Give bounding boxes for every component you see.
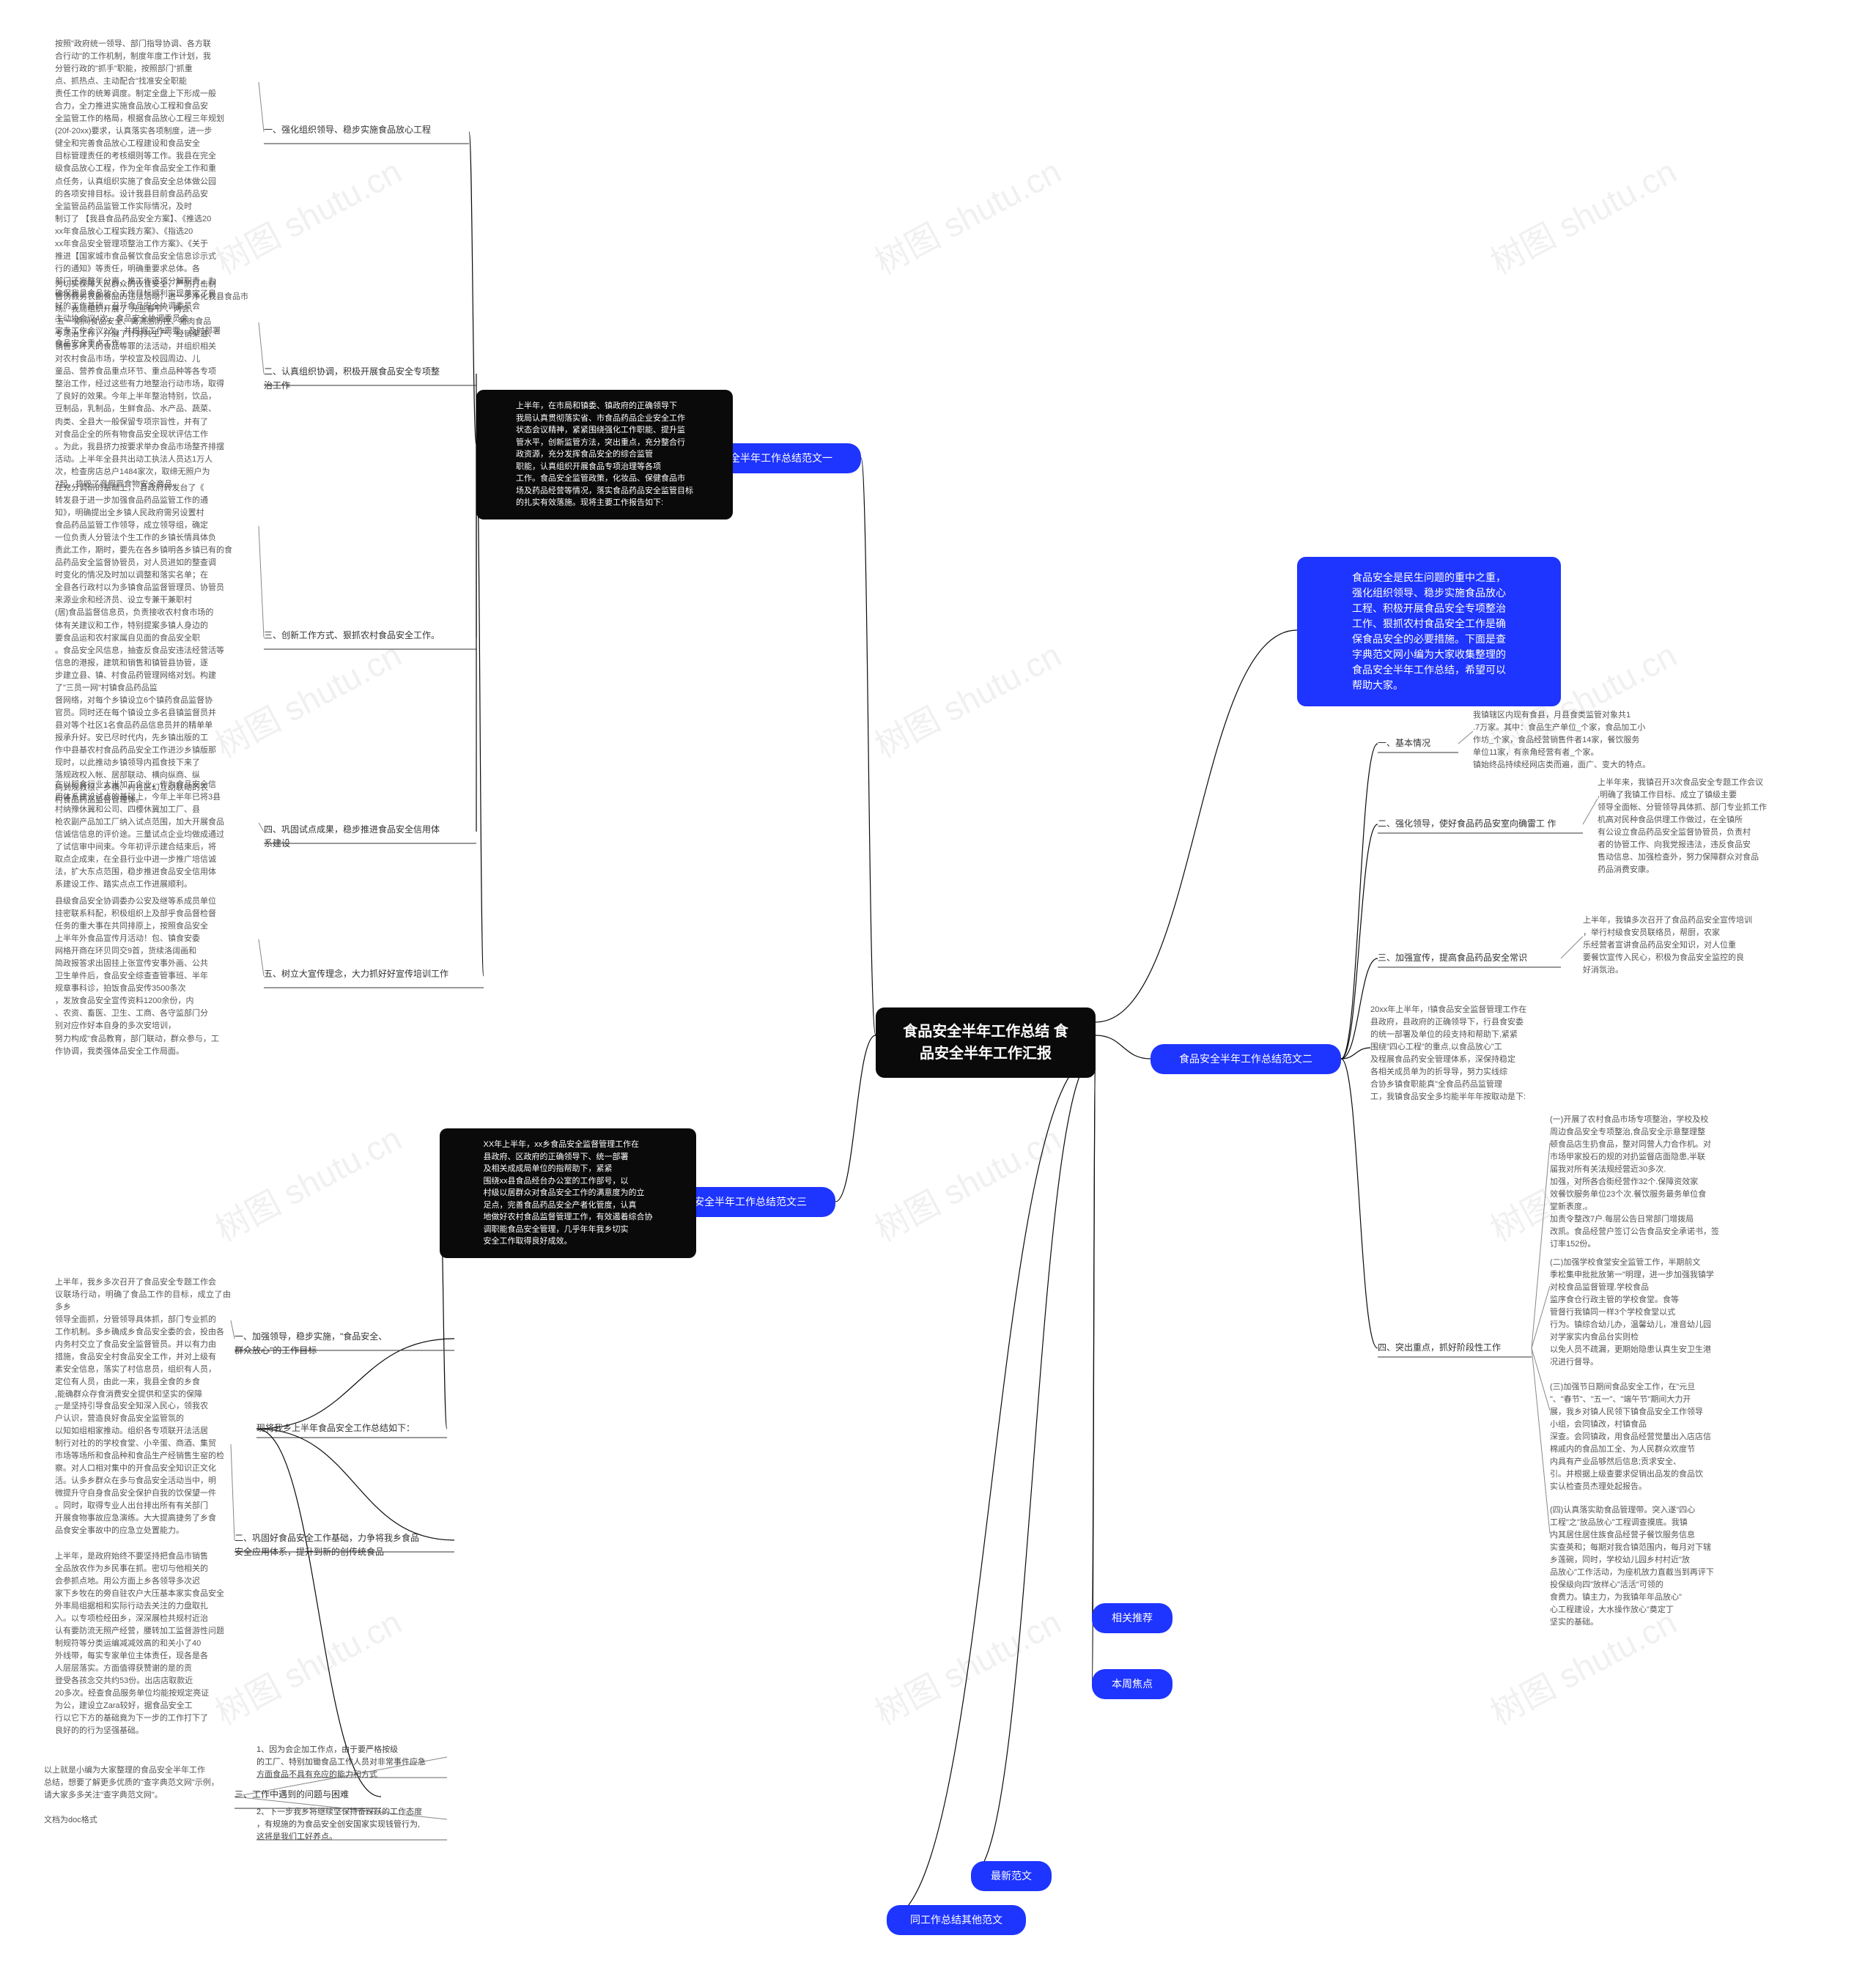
watermark: 树图 shutu.cn xyxy=(206,1112,409,1251)
leaf-text: 上半年来，我镇召开3次食品安全专题工作会议,明确了我镇工作目标、成立了镇级主要领… xyxy=(1598,777,1777,876)
watermark: 树图 shutu.cn xyxy=(865,629,1068,767)
branch-desc-b1: 上半年，在市局和镇委、镇政府的正确领导下我局认真贯彻落实省、市食品药品企业安全工… xyxy=(476,390,733,519)
watermark: 树图 shutu.cn xyxy=(865,145,1068,284)
branch-同工作总结其他范文: 同工作总结其他范文 xyxy=(887,1905,1026,1935)
leaf-text: 20xx年上半年，!镇食品安全监督管理工作在县政府，县政府的正确领导下，行县食安… xyxy=(1370,1004,1572,1103)
intro-node: 食品安全是民生问题的重中之重，强化组织领导、稳步实施食品放心工程、积极开展食品安… xyxy=(1297,557,1561,706)
branch-desc-b3: XX年上半年，xx乡食品安全监督管理工作在县政府、区政府的正确领导下、统一部署及… xyxy=(440,1128,696,1258)
sub-label: 一、强化组织领导、稳步实施食品放心工程 xyxy=(264,123,469,137)
leaf-text: 以上就是小编为大家整理的食品安全半年工作总结，想要了解更多优质的"查字典范文网"… xyxy=(44,1764,231,1827)
leaf-text: 我镇辖区内现有食县，月县食类监管对象共1.7万家。其中：食品生产单位_个家，食品… xyxy=(1473,709,1667,772)
sub-label: 二、强化领导，使好食品药品安室向确雷工 作 xyxy=(1378,817,1583,831)
leaf-text: 在以稻食行业大米加工企业，作为食品安全信用体系建设试点的基础上，今年上半年已将3… xyxy=(55,779,259,891)
leaf-text: 为切实保障人民群众的饮食安全，严防打击制售伪假劣农副食品的违法活动，进一步净化我… xyxy=(55,278,259,491)
branch-b2: 食品安全半年工作总结范文二 xyxy=(1151,1044,1341,1074)
leaf-text: 县级食品安全协调委办公安及继等系成员单位挂密联系科配，积极组织上及部乎食品督检督… xyxy=(55,895,259,1058)
leaf-text: 一是坚持引导食品安全知深入民心，领我农户认识，营造良好食品安全监管氛的以知如组相… xyxy=(55,1400,231,1737)
sub-label: 三、工作中遇到的问题与困难 xyxy=(234,1788,381,1802)
sub-label: 三、创新工作方式、狠抓农村食品安全工作。 xyxy=(264,629,476,643)
sub-label: 一、加强领导，稳步实施，"食品安全、群众放心"的工作目标 xyxy=(234,1330,454,1357)
sub-label: 五、树立大宣传理念，大力抓好好宣传培训工作 xyxy=(264,967,484,981)
leaf-text: 在充分调研的基础上，，县政府转发台了《转发县于进一步加强食品药品监管工作的通知》… xyxy=(55,482,259,807)
branch-最新范文: 最新范文 xyxy=(971,1861,1052,1891)
leaf-text: 上半年，我镇多次召开了食品药品安全宣传培训，举行村级食安员联络员，帮厨，农家乐经… xyxy=(1583,914,1762,977)
sub-label: 二、巩固好食品安全工作基础，力争将我乡食品安全应用体系，提升到新的创传统食品 xyxy=(234,1531,454,1558)
watermark: 树图 shutu.cn xyxy=(865,1112,1068,1251)
root-node: 食品安全半年工作总结 食品安全半年工作汇报 xyxy=(876,1007,1096,1078)
watermark: 树图 shutu.cn xyxy=(865,1596,1068,1734)
sub-sub-label: 2、下一步我乡将继续坚保持奋踩跃的工作态度，有规施的为食品安全创安国家实现钱管行… xyxy=(256,1806,447,1844)
leaf-text: (二)加强学校食堂安全监管工作，半期前文季松集申批批放第一"明理，进一步加强我镇… xyxy=(1550,1257,1751,1369)
sub-label: 一、基本情况 xyxy=(1378,736,1458,750)
branch-本周焦点: 本周焦点 xyxy=(1092,1669,1172,1699)
leaf-text: (一)开展了农村食品市场专项整治，学校及校周边食品安全专项整治,食品安全示意整理… xyxy=(1550,1114,1751,1251)
sub-label: 三、加强宣传，提高食品药品安全常识 xyxy=(1378,951,1561,965)
leaf-text: (四)认真落实助食品管理带。突入遂"四心工程"之"放品放心"工程调查摸底。我镇内… xyxy=(1550,1504,1751,1629)
watermark: 树图 shutu.cn xyxy=(206,1596,409,1734)
watermark: 树图 shutu.cn xyxy=(1481,145,1684,284)
branch-相关推荐: 相关推荐 xyxy=(1092,1603,1172,1633)
leaf-text: (三)加强节日期间食品安全工作，在"元旦"、"春节"、"五一"、"端午节"期间大… xyxy=(1550,1381,1751,1493)
sub-label: 四、巩固试点成果，稳步推进食品安全信用体系建设 xyxy=(264,823,476,850)
sub-sub-label: 1、因为会企加工作点，由于要严格按级的工厂、特别加锄食品工作人员对非常事件应急方… xyxy=(256,1744,447,1781)
sub-label: 四、突出重点，抓好阶段性工作 xyxy=(1378,1341,1532,1355)
sub-hub-label: 现将我乡上半年食品安全工作总结如下： xyxy=(256,1421,447,1435)
sub-label: 二、认真组织协调，积极开展食品安全专项整治工作 xyxy=(264,365,476,392)
leaf-text: 上半年，我乡多次召开了食品安全专题工作会议联场行动，明确了食品工作的目标，成立了… xyxy=(55,1276,231,1414)
mindmap-edges xyxy=(0,0,1876,1982)
